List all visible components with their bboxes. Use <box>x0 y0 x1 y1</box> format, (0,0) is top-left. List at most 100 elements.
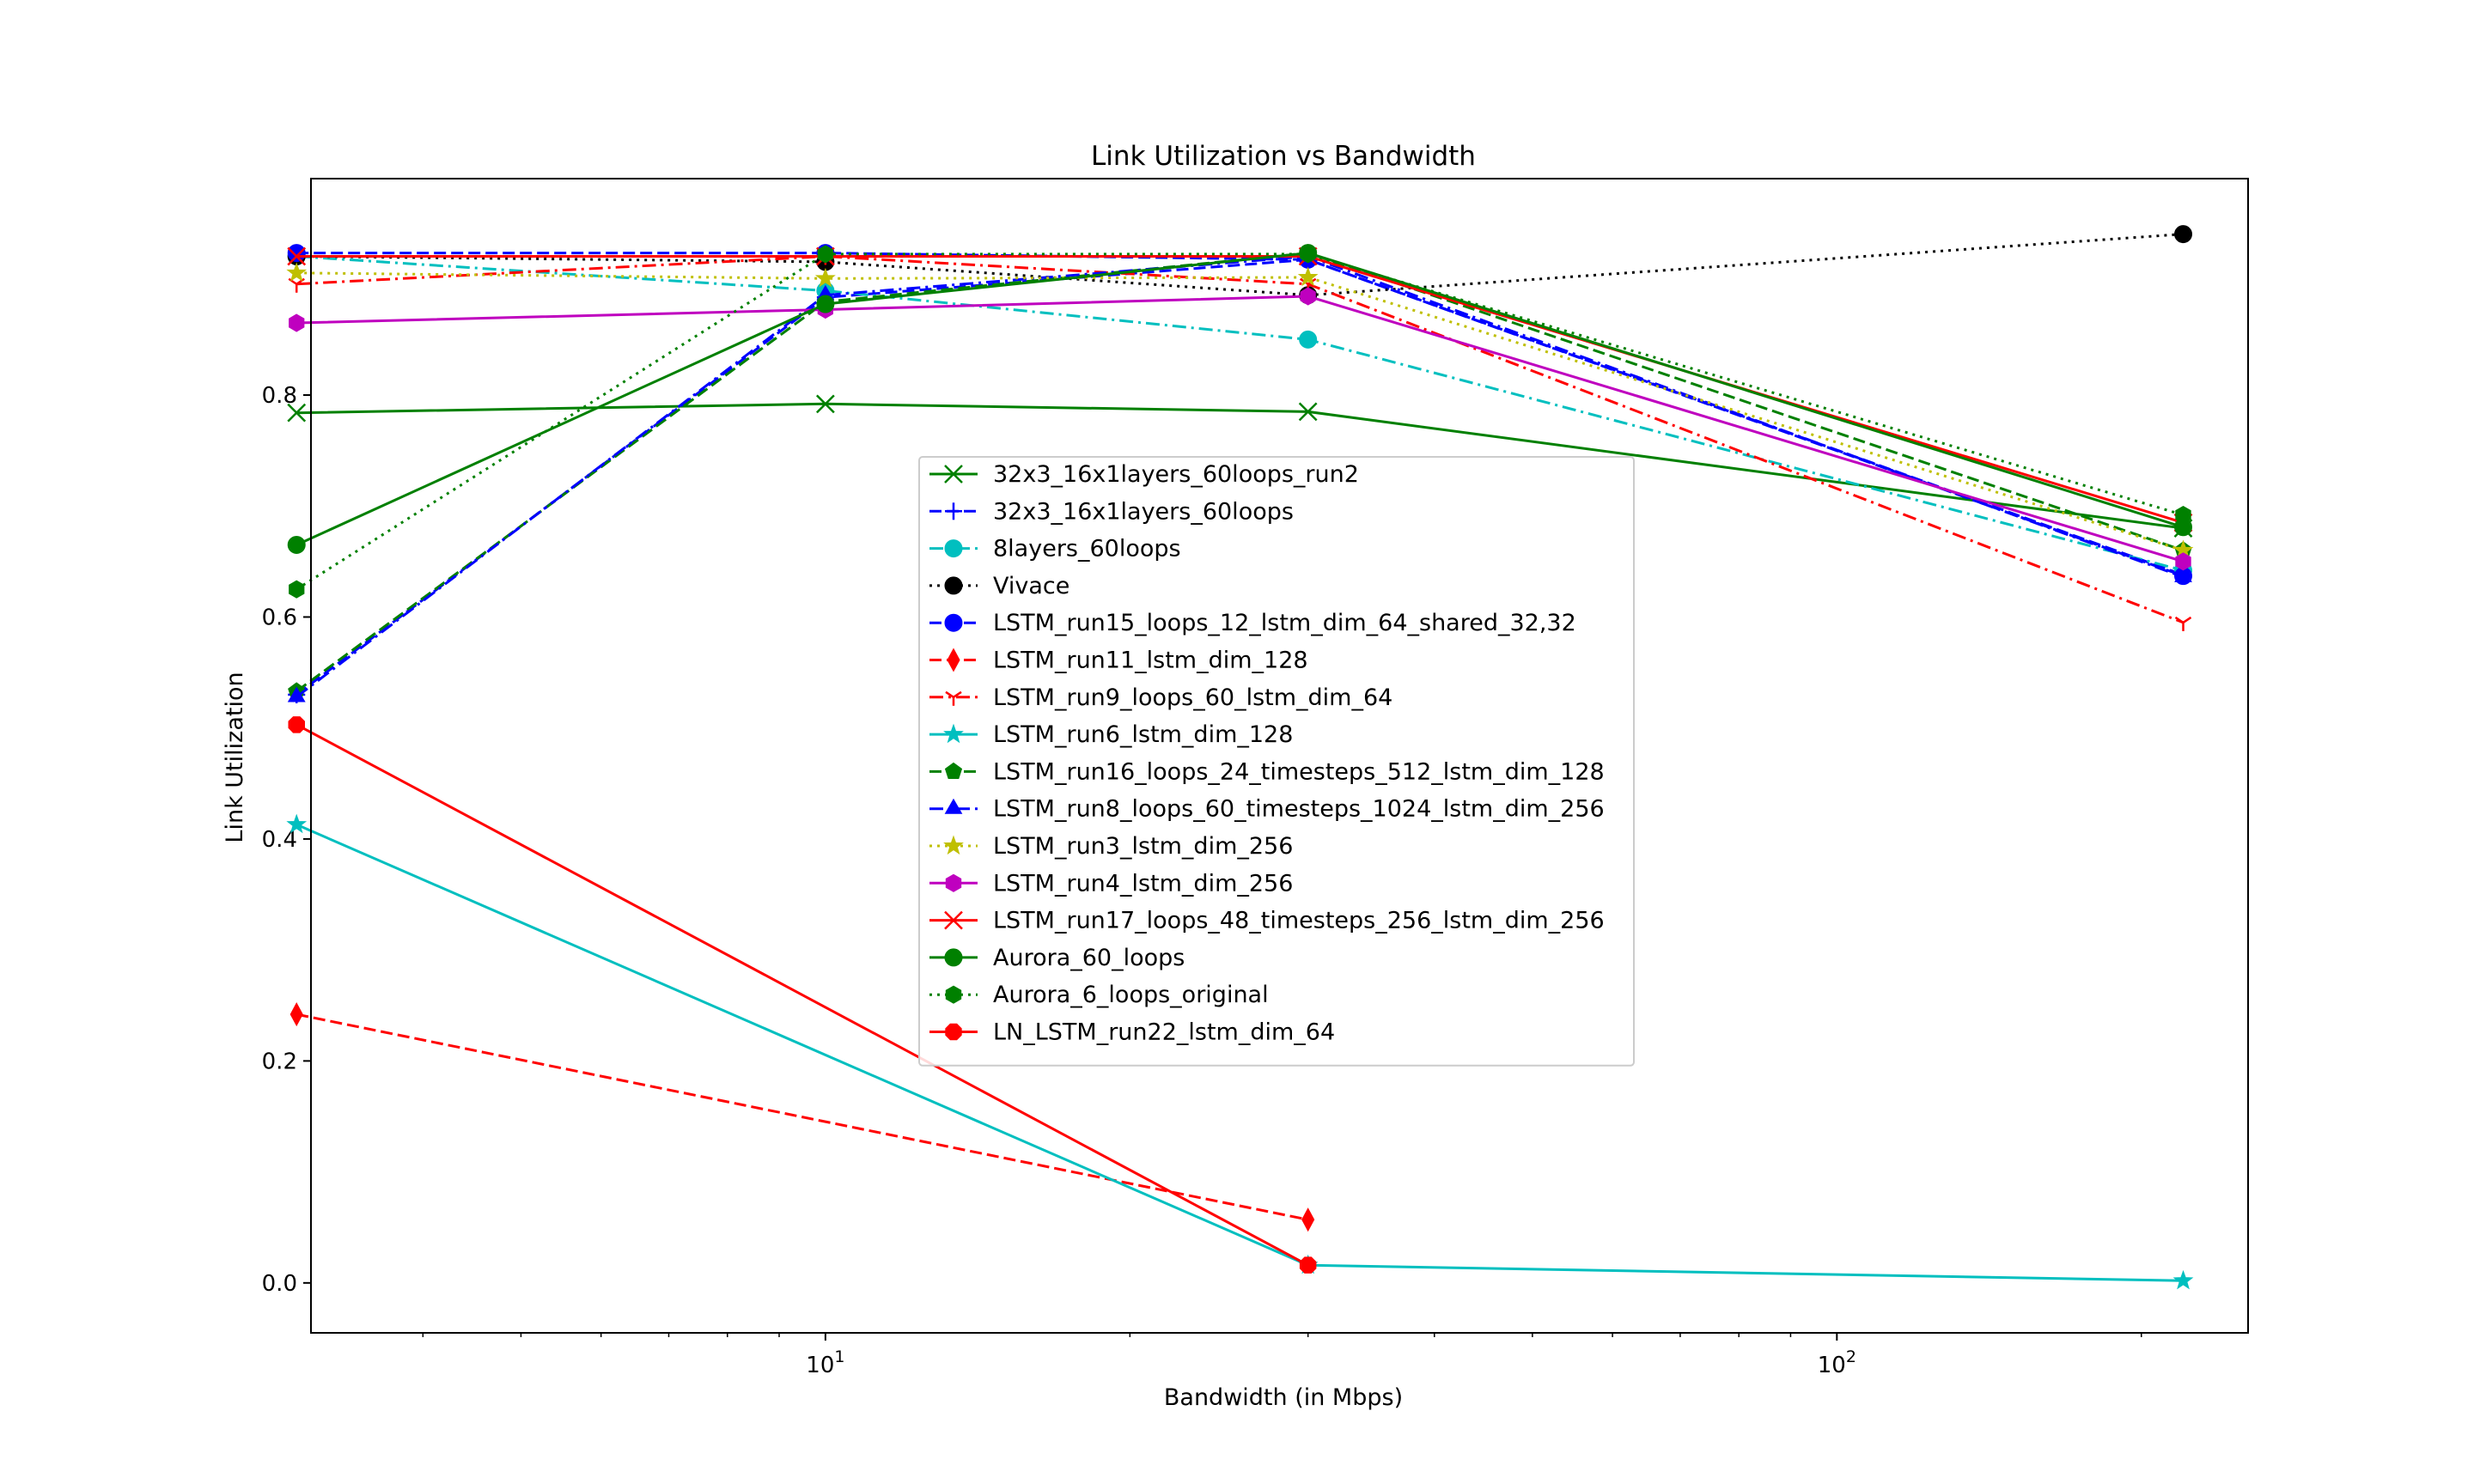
series-line-13 <box>296 252 2184 546</box>
legend-marker-6 <box>945 690 962 706</box>
legend-entry-11: LSTM_run4_lstm_dim_256 <box>929 870 1293 897</box>
data-point-13-1 <box>816 295 835 313</box>
data-point-0-1 <box>816 394 835 414</box>
data-point-7-0 <box>286 813 308 834</box>
legend-entry-3: Vivace <box>929 573 1069 599</box>
legend-marker-8 <box>944 762 963 779</box>
legend-entry-7: LSTM_run6_lstm_dim_128 <box>929 721 1293 748</box>
legend-label-11: LSTM_run4_lstm_dim_256 <box>993 870 1293 897</box>
series-10 <box>286 262 2194 559</box>
data-point-0-0 <box>287 403 307 423</box>
legend-label-4: LSTM_run15_loops_12_lstm_dim_64_shared_3… <box>993 610 1576 636</box>
legend-label-10: LSTM_run3_lstm_dim_256 <box>993 833 1293 860</box>
legend-marker-15 <box>945 1023 962 1041</box>
data-point-14-3 <box>2175 506 2191 525</box>
legend-entry-14: Aurora_6_loops_original <box>929 982 1269 1008</box>
legend-entry-12: LSTM_run17_loops_48_timesteps_256_lstm_d… <box>929 908 1605 934</box>
data-point-5-1 <box>1301 1207 1315 1232</box>
legend-label-12: LSTM_run17_loops_48_timesteps_256_lstm_d… <box>993 908 1605 934</box>
series-line-2 <box>296 255 2184 572</box>
legend-marker-10 <box>943 835 964 855</box>
series-line-0 <box>296 402 2184 530</box>
data-point-14-2 <box>1300 245 1316 264</box>
legend-label-1: 32x3_16x1layers_60loops <box>993 498 1294 525</box>
data-point-0-2 <box>1298 402 1318 422</box>
chart-title: Link Utilization vs Bandwidth <box>1091 141 1476 172</box>
x-tick-label-1: 102 <box>1818 1347 1856 1378</box>
series-15 <box>288 716 1317 1274</box>
data-point-12-0 <box>287 246 307 266</box>
legend-label-13: Aurora_60_loops <box>993 945 1185 971</box>
data-point-2-2 <box>1299 330 1318 349</box>
legend-label-14: Aurora_6_loops_original <box>993 982 1269 1008</box>
legend: 32x3_16x1layers_60loops_run2 32x3_16x1lay… <box>918 456 1635 1067</box>
legend-label-0: 32x3_16x1layers_60loops_run2 <box>993 461 1359 488</box>
series-5 <box>289 1002 1315 1232</box>
legend-entry-10: LSTM_run3_lstm_dim_256 <box>929 833 1293 860</box>
data-point-5-0 <box>289 1002 303 1027</box>
plot-frame <box>310 178 2249 1334</box>
series-14 <box>289 245 2191 599</box>
data-point-4-0 <box>287 244 306 263</box>
legend-marker-4 <box>944 613 963 632</box>
x-axis-label: Bandwidth (in Mbps) <box>1164 1384 1403 1411</box>
y-tick-label-0: 0.0 <box>262 1271 297 1297</box>
series-line-10 <box>296 271 2184 552</box>
series-line-5 <box>296 1013 1308 1221</box>
legend-entry-1: 32x3_16x1layers_60loops <box>929 498 1294 525</box>
legend-marker-2 <box>944 539 963 558</box>
data-point-13-0 <box>287 535 306 554</box>
legend-entry-0: 32x3_16x1layers_60loops_run2 <box>929 461 1359 488</box>
legend-marker-3 <box>944 576 963 595</box>
legend-marker-13 <box>944 948 963 967</box>
data-point-15-0 <box>288 716 305 733</box>
data-point-3-3 <box>2174 225 2193 244</box>
y-tick-label-3: 0.6 <box>262 605 297 630</box>
legend-entry-4: LSTM_run15_loops_12_lstm_dim_64_shared_3… <box>929 610 1576 636</box>
data-point-9-0 <box>287 686 306 702</box>
data-point-14-1 <box>817 245 833 264</box>
legend-marker-9 <box>944 798 963 814</box>
y-tick-label-4: 0.8 <box>262 383 297 409</box>
legend-entry-2: 8layers_60loops <box>929 536 1181 563</box>
legend-box <box>918 456 1635 1067</box>
legend-marker-14 <box>945 985 962 1004</box>
legend-label-6: LSTM_run9_loops_60_lstm_dim_64 <box>993 684 1392 711</box>
legend-marker-11 <box>945 873 962 892</box>
data-point-6-0 <box>288 277 305 293</box>
data-point-9-3 <box>2174 566 2192 582</box>
data-point-10-0 <box>286 262 308 282</box>
legend-marker-12 <box>944 910 963 930</box>
y-axis-label: Link Utilization <box>222 672 248 842</box>
legend-entry-8: LSTM_run16_loops_24_timesteps_512_lstm_d… <box>929 758 1605 785</box>
data-point-11-0 <box>289 313 305 332</box>
legend-entry-9: LSTM_run8_loops_60_timesteps_1024_lstm_d… <box>929 796 1605 823</box>
legend-marker-0 <box>944 465 963 484</box>
series-line-3 <box>296 233 2184 297</box>
data-point-10-2 <box>1297 266 1319 287</box>
legend-label-3: Vivace <box>993 573 1069 599</box>
legend-label-7: LSTM_run6_lstm_dim_128 <box>993 721 1293 748</box>
series-layer <box>286 225 2194 1290</box>
legend-label-5: LSTM_run11_lstm_dim_128 <box>993 648 1308 674</box>
series-line-11 <box>296 295 2184 563</box>
series-line-9 <box>296 254 2185 698</box>
data-point-11-3 <box>2175 552 2191 571</box>
legend-entry-5: LSTM_run11_lstm_dim_128 <box>929 648 1308 674</box>
data-point-11-2 <box>1300 287 1316 306</box>
series-line-15 <box>296 723 1309 1267</box>
legend-marker-1 <box>945 502 962 520</box>
data-point-7-2 <box>2172 1269 2194 1290</box>
x-tick-label-0: 101 <box>806 1347 844 1378</box>
y-tick-label-1: 0.2 <box>262 1049 297 1074</box>
series-line-14 <box>296 252 2184 591</box>
legend-marker-5 <box>947 648 960 672</box>
data-point-14-0 <box>289 580 305 599</box>
data-point-10-1 <box>814 267 836 288</box>
legend-label-2: 8layers_60loops <box>993 536 1181 563</box>
legend-label-9: LSTM_run8_loops_60_timesteps_1024_lstm_d… <box>993 796 1605 823</box>
data-point-15-1 <box>1299 1256 1317 1274</box>
legend-entry-6: LSTM_run9_loops_60_lstm_dim_64 <box>929 684 1392 711</box>
